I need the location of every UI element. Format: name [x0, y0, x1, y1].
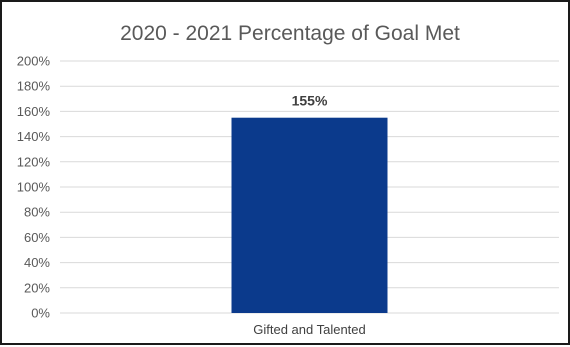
y-tick-label: 180%	[17, 79, 51, 94]
y-axis-tick-labels: 0% 20% 40% 60% 80% 100% 120% 140% 160% 180% 200%	[17, 54, 51, 321]
y-tick-label: 160%	[17, 104, 51, 119]
y-tick-label: 0%	[31, 306, 50, 321]
category-labels: Gifted and Talented	[253, 322, 366, 337]
y-tick-label: 40%	[24, 255, 50, 270]
y-tick-label: 100%	[17, 180, 51, 195]
bar	[231, 117, 388, 313]
y-tick-label: 120%	[17, 154, 51, 169]
data-labels: 155%	[292, 93, 328, 109]
bar-data-label: 155%	[292, 93, 328, 109]
category-label: Gifted and Talented	[253, 322, 366, 337]
y-tick-label: 200%	[17, 54, 51, 69]
chart-title: 2020 - 2021 Percentage of Goal Met	[120, 22, 460, 45]
y-tick-label: 140%	[17, 129, 51, 144]
y-tick-label: 80%	[24, 205, 50, 220]
bars	[231, 117, 388, 313]
y-tick-label: 60%	[24, 230, 50, 245]
y-tick-label: 20%	[24, 280, 50, 295]
